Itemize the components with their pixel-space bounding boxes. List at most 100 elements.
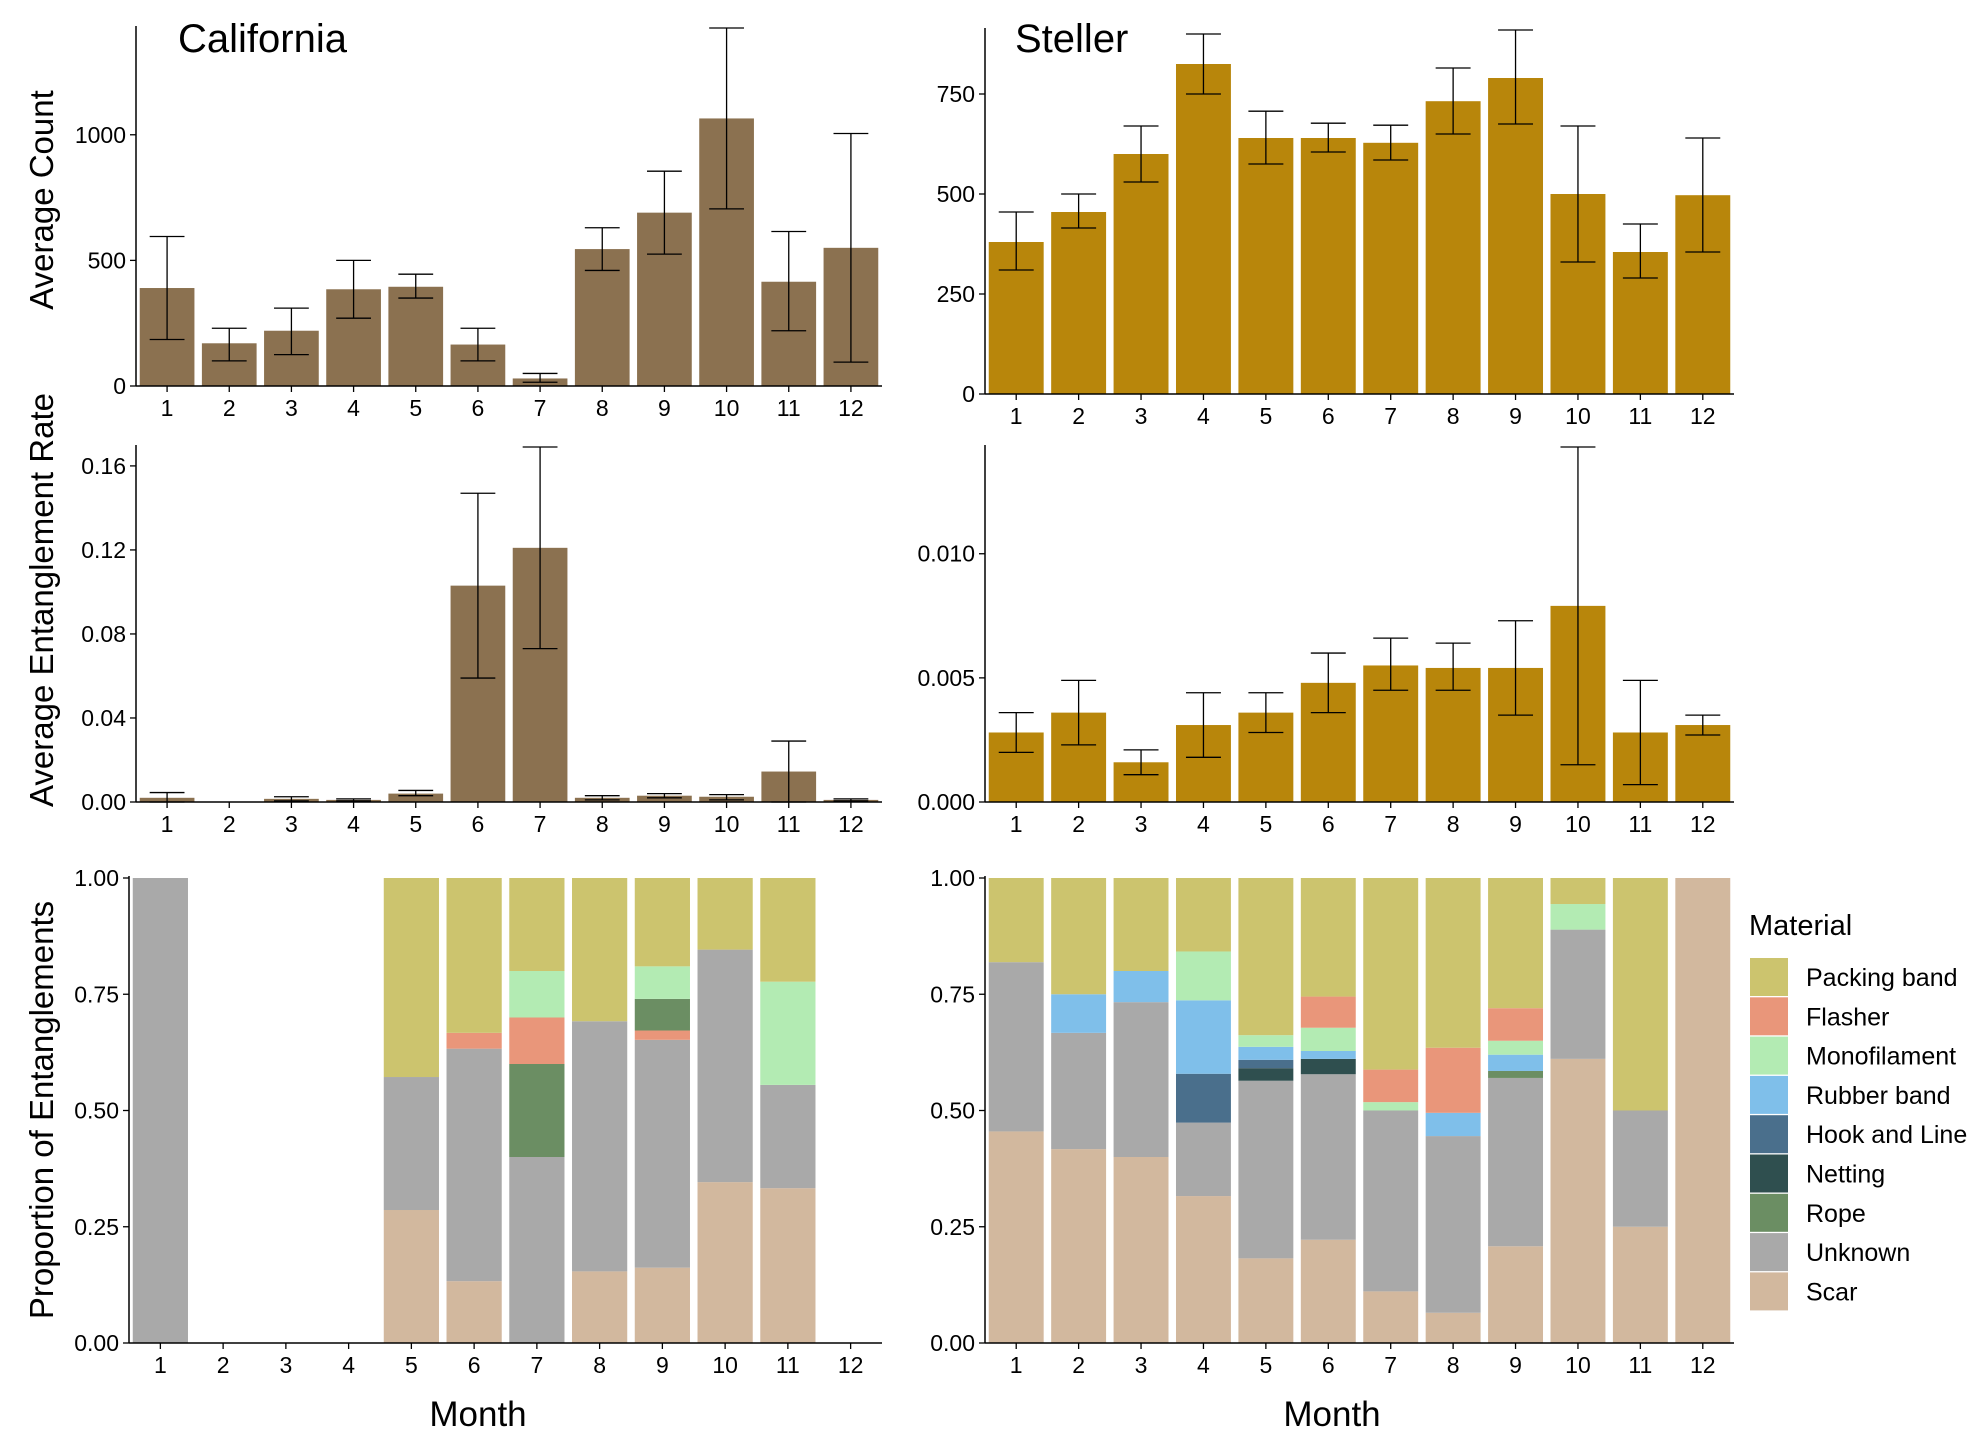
y-tick-label: 0.25 (930, 1214, 975, 1240)
bar (1051, 212, 1107, 394)
bar-segment (132, 878, 188, 1343)
bar-segment (634, 966, 690, 999)
bar-segment (1238, 1068, 1294, 1081)
bar-segment (383, 1210, 439, 1343)
legend-label: Monofilament (1806, 1043, 1956, 1071)
legend-label: Flasher (1806, 1003, 1889, 1031)
chart-st_prop: 0.000.250.500.751.001 2 3 4 5 6 7 8 9 10 11 12 (930, 865, 1734, 1378)
y-tick-label: 0.00 (74, 1330, 119, 1356)
bar-segment (697, 1182, 753, 1343)
x-tick-label: 9 (1509, 811, 1522, 837)
y-tick-label: 0.50 (74, 1098, 119, 1124)
chart-ca_prop: 0.000.250.500.751.001 2 3 4 5 6 7 8 9 10 11 12 (74, 865, 882, 1378)
x-tick-label: 7 (1384, 1352, 1397, 1378)
bar-segment (1488, 1054, 1544, 1071)
x-tick-label: 5 (1259, 1352, 1272, 1378)
bar-segment (1175, 1196, 1231, 1343)
y-tick-label: 0.00 (81, 789, 126, 815)
bar-segment (634, 1039, 690, 1268)
bar-segment (446, 1048, 502, 1282)
bar-segment (1238, 1059, 1294, 1069)
x-tick-label: 11 (1628, 403, 1652, 429)
bar-segment (383, 1077, 439, 1211)
x-tick-label: 4 (342, 1352, 355, 1378)
bar (1363, 142, 1419, 394)
x-tick-label: 6 (472, 395, 485, 421)
legend-swatch (1750, 1154, 1788, 1193)
x-tick-label: 4 (347, 395, 360, 421)
x-tick-label: 4 (1197, 403, 1210, 429)
x-tick-label: 12 (1690, 1352, 1716, 1378)
bar-segment (1300, 996, 1356, 1028)
bar (1300, 138, 1356, 394)
x-tick-label: 6 (472, 811, 485, 837)
legend-swatch (1750, 1115, 1788, 1154)
bar-segment (1488, 1070, 1544, 1078)
x-tick-label: 3 (285, 395, 298, 421)
bar-segment (1238, 1258, 1294, 1343)
bar-segment (1675, 878, 1731, 1343)
bar-segment (1175, 1073, 1231, 1123)
bar-segment (446, 1281, 502, 1343)
bar-segment (1113, 1157, 1169, 1343)
y-tick-label: 0.000 (917, 789, 975, 815)
x-tick-label: 5 (405, 1352, 418, 1378)
bar-segment (1612, 878, 1668, 1111)
bar-segment (1425, 1047, 1481, 1113)
bar-segment (1051, 878, 1107, 995)
bar-segment (1488, 1008, 1544, 1041)
legend: Material Packing band Flasher Monofilament R… (1749, 910, 1967, 1311)
legend-swatch (1750, 997, 1788, 1036)
panel-title-steller: Steller (1015, 17, 1128, 61)
bar-segment (1113, 878, 1169, 971)
y-tick-label: 500 (88, 247, 126, 273)
bar-segment (1550, 878, 1606, 905)
y-tick-label: 0 (962, 381, 975, 407)
x-tick-label: 12 (838, 811, 864, 837)
bar-segment (1051, 1032, 1107, 1150)
x-tick-label: 5 (409, 811, 422, 837)
x-tick-label: 8 (1447, 811, 1460, 837)
y-axis-title-proportion: Proportion of Entanglements (23, 901, 60, 1319)
x-tick-label: 11 (777, 811, 801, 837)
x-tick-label: 9 (1509, 1352, 1522, 1378)
x-axis-title-left: Month (429, 1395, 526, 1434)
x-tick-label: 10 (1565, 403, 1591, 429)
bar-segment (1550, 1058, 1606, 1343)
x-tick-label: 3 (279, 1352, 292, 1378)
bar-segment (572, 1271, 628, 1343)
bar (388, 793, 444, 802)
x-tick-label: 2 (1072, 1352, 1085, 1378)
legend-label: Scar (1806, 1278, 1857, 1306)
y-tick-label: 1.00 (74, 865, 119, 891)
bar-segment (1300, 1050, 1356, 1059)
bar-segment (1612, 1110, 1668, 1227)
x-tick-label: 1 (1010, 811, 1023, 837)
x-tick-label: 3 (1135, 1352, 1148, 1378)
bar-segment (1612, 1226, 1668, 1343)
y-tick-label: 0.25 (74, 1214, 119, 1240)
bar-segment (697, 949, 753, 1183)
bar-segment (988, 1131, 1044, 1343)
bar-segment (634, 998, 690, 1031)
x-tick-label: 2 (1072, 403, 1085, 429)
bar-segment (1425, 1312, 1481, 1343)
x-tick-label: 9 (658, 811, 671, 837)
y-tick-label: 0.005 (917, 665, 975, 691)
y-tick-label: 1.00 (930, 865, 975, 891)
legend-title: Material (1749, 910, 1852, 942)
x-tick-label: 6 (468, 1352, 481, 1378)
bar-segment (1300, 1027, 1356, 1051)
x-tick-label: 11 (1628, 811, 1652, 837)
x-tick-label: 1 (1010, 1352, 1023, 1378)
x-tick-label: 3 (285, 811, 298, 837)
x-tick-label: 8 (1447, 1352, 1460, 1378)
legend-label: Packing band (1806, 964, 1958, 992)
legend-label: Unknown (1806, 1239, 1910, 1267)
bar-segment (1550, 904, 1606, 930)
x-tick-label: 7 (1384, 403, 1397, 429)
bar-segment (509, 971, 565, 1018)
x-tick-label: 2 (223, 811, 236, 837)
